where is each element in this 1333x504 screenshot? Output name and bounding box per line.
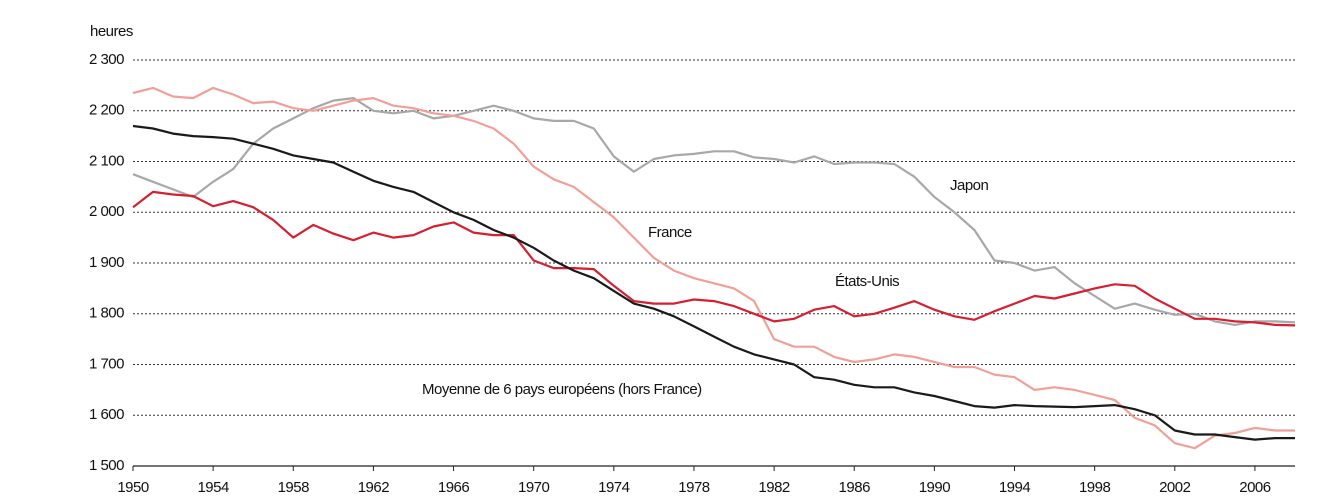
x-tick-label: 1990: [919, 479, 951, 496]
x-tick-label: 2006: [1239, 479, 1271, 496]
x-tick-label: 2002: [1159, 479, 1191, 496]
y-tick-label: 1 900: [89, 254, 124, 271]
x-tick-label: 1998: [1079, 479, 1111, 496]
y-tick-label: 2 300: [89, 51, 124, 68]
y-tick-label: 2 000: [89, 203, 124, 220]
series-label: Japon: [950, 177, 989, 194]
y-tick-label: 2 100: [89, 152, 124, 169]
line-series: [132, 97, 1296, 326]
x-tick-label: 1986: [839, 479, 871, 496]
y-tick-label: 2 200: [89, 102, 124, 119]
series-label: Moyenne de 6 pays européens (hors France…: [422, 381, 702, 398]
y-tick-label: 1 500: [89, 457, 124, 474]
line-series: [132, 124, 1295, 441]
x-tick-label: 1958: [278, 479, 310, 496]
line-series: [132, 86, 1295, 450]
x-tick-label: 1994: [999, 479, 1031, 496]
x-tick-label: 1966: [438, 479, 470, 496]
x-tick-label: 1970: [518, 479, 550, 496]
x-tick-label: 1978: [678, 479, 710, 496]
x-tick-label: 1982: [758, 479, 790, 496]
line-series: [132, 190, 1296, 327]
y-tick-label: 1 600: [89, 406, 124, 423]
series-label: France: [648, 224, 692, 241]
x-tick-label: 1950: [117, 479, 149, 496]
series-label: États-Unis: [835, 273, 899, 290]
x-tick-label: 1962: [358, 479, 390, 496]
x-tick-label: 1954: [197, 479, 229, 496]
y-tick-label: 1 700: [89, 355, 124, 372]
y-axis-label: heures: [90, 23, 133, 40]
x-tick-label: 1974: [598, 479, 630, 496]
y-tick-label: 1 800: [89, 305, 124, 322]
